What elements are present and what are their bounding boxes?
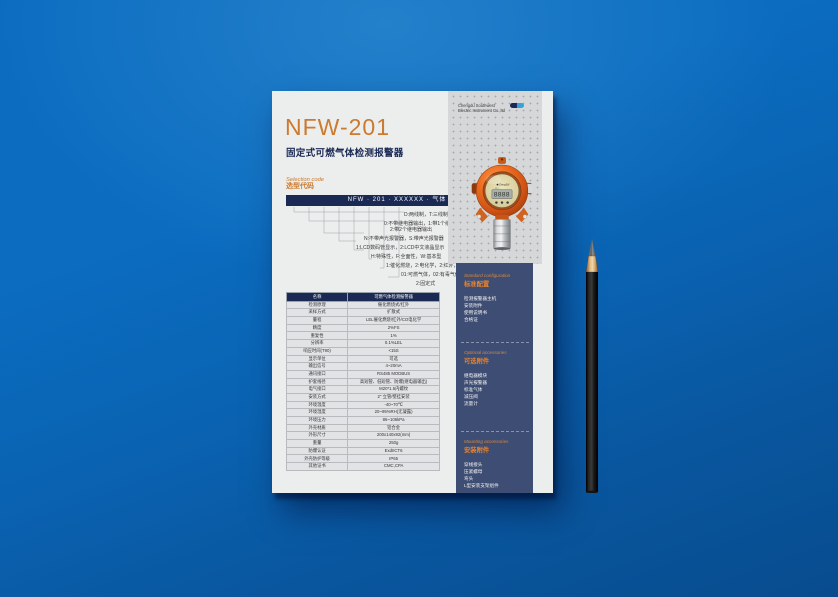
svg-text:ChengSW: ChengSW <box>499 185 510 187</box>
svg-text:● ● ●: ● ● ● <box>495 188 499 190</box>
svg-text:8888: 8888 <box>494 191 510 199</box>
